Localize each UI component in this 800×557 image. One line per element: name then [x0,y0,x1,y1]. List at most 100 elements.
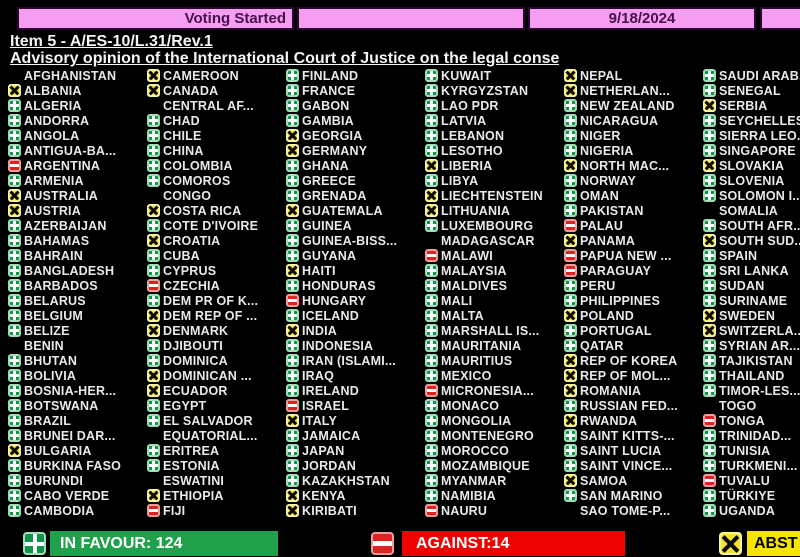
header-empty-box [297,7,525,30]
vote-abstain-icon [564,474,577,487]
board-column-4: KUWAIT KYRGYZSTAN LAO PDR LATVIA LEBANON LESO… [425,68,564,518]
vote-in-favour-icon [8,399,21,412]
country-label: BELIZE [24,323,70,338]
vote-in-favour-icon [286,369,299,382]
country-row: CENTRAL AF... [147,98,286,113]
country-row: JAMAICA [286,428,425,443]
country-label: ANGOLA [24,128,80,143]
country-label: SWITZERLA... [719,323,800,338]
country-label: BOLIVIA [24,368,77,383]
country-label: CROATIA [163,233,221,248]
country-row: NIGERIA [564,143,703,158]
country-row: SOMALIA [703,203,800,218]
country-row: ROMANIA [564,383,703,398]
country-row: LEBANON [425,128,564,143]
country-row: GAMBIA [286,113,425,128]
country-label: MOROCCO [441,443,510,458]
country-row: EQUATORIAL... [147,428,286,443]
country-row: CHILE [147,128,286,143]
country-label: SLOVAKIA [719,158,785,173]
country-label: ECUADOR [163,383,228,398]
vote-abstain-icon [564,69,577,82]
country-label: GREECE [302,173,356,188]
country-row: SWEDEN [703,308,800,323]
vote-in-favour-icon [147,399,160,412]
vote-in-favour-icon [425,264,438,277]
vote-in-favour-icon [147,144,160,157]
country-label: GUINEA [302,218,352,233]
country-label: UGANDA [719,503,776,518]
country-label: NEW ZEALAND [580,98,675,113]
board-column-3: FINLAND FRANCE GABON GAMBIA GEORGIA GERMANY GH… [286,68,425,518]
country-label: ESWATINI [163,473,225,488]
country-row: CZECHIA [147,278,286,293]
country-label: SRI LANKA [719,263,789,278]
vote-against-icon [703,414,716,427]
vote-abstain-icon [286,129,299,142]
country-label: HAITI [302,263,336,278]
country-label: BANGLADESH [24,263,115,278]
country-label: ARMENIA [24,173,84,188]
country-label: MONTENEGRO [441,428,534,443]
country-row: BELGIUM [8,308,147,323]
country-row: LAO PDR [425,98,564,113]
country-label: NAURU [441,503,488,518]
country-label: SUDAN [719,278,765,293]
country-row: MONGOLIA [425,413,564,428]
country-label: NORWAY [580,173,637,188]
country-row: ANGOLA [8,128,147,143]
country-row: MALAWI [425,248,564,263]
country-row: SOUTH SUD... [703,233,800,248]
country-label: SAUDI ARAB... [719,68,800,83]
vote-in-favour-icon [703,489,716,502]
country-row: REP OF MOL... [564,368,703,383]
vote-in-favour-icon [8,279,21,292]
country-label: MICRONESIA... [441,383,534,398]
vote-in-favour-icon [703,444,716,457]
country-label: LIBYA [441,173,479,188]
country-label: SOUTH SUD... [719,233,800,248]
country-label: ETHIOPIA [163,488,224,503]
country-row: THAILAND [703,368,800,383]
country-label: SAO TOME-P... [580,503,671,518]
country-label: GRENADA [302,188,367,203]
country-row: MOROCCO [425,443,564,458]
country-row: SOUTH AFR... [703,218,800,233]
country-label: TUVALU [719,473,770,488]
country-row: BOLIVIA [8,368,147,383]
country-row: BOTSWANA [8,398,147,413]
country-row: CAMBODIA [8,503,147,518]
country-row: SYRIAN AR... [703,338,800,353]
country-row: SLOVENIA [703,173,800,188]
country-label: BHUTAN [24,353,78,368]
vote-in-favour-icon [147,354,160,367]
country-row: HAITI [286,263,425,278]
country-label: FINLAND [302,68,359,83]
vote-abstain-icon [8,444,21,457]
country-row: SWITZERLA... [703,323,800,338]
vote-in-favour-icon [703,69,716,82]
country-row: MALTA [425,308,564,323]
vote-against-icon [286,399,299,412]
country-row: BANGLADESH [8,263,147,278]
country-label: EGYPT [163,398,207,413]
country-row: EGYPT [147,398,286,413]
vote-abstain-icon [147,324,160,337]
country-label: NAMIBIA [441,488,496,503]
vote-in-favour-icon [425,309,438,322]
vote-in-favour-icon [147,294,160,307]
country-label: CYPRUS [163,263,217,278]
vote-abstain-icon [564,414,577,427]
country-row: BOSNIA-HER... [8,383,147,398]
country-row: SOLOMON I... [703,188,800,203]
country-label: CZECHIA [163,278,220,293]
country-label: SOUTH AFR... [719,218,800,233]
country-label: KIRIBATI [302,503,357,518]
country-row: CABO VERDE [8,488,147,503]
country-label: SAINT VINCE... [580,458,673,473]
vote-in-favour-icon [147,444,160,457]
country-row: KAZAKHSTAN [286,473,425,488]
vote-abstain-icon [564,384,577,397]
country-row: SLOVAKIA [703,158,800,173]
vote-in-favour-icon [286,279,299,292]
